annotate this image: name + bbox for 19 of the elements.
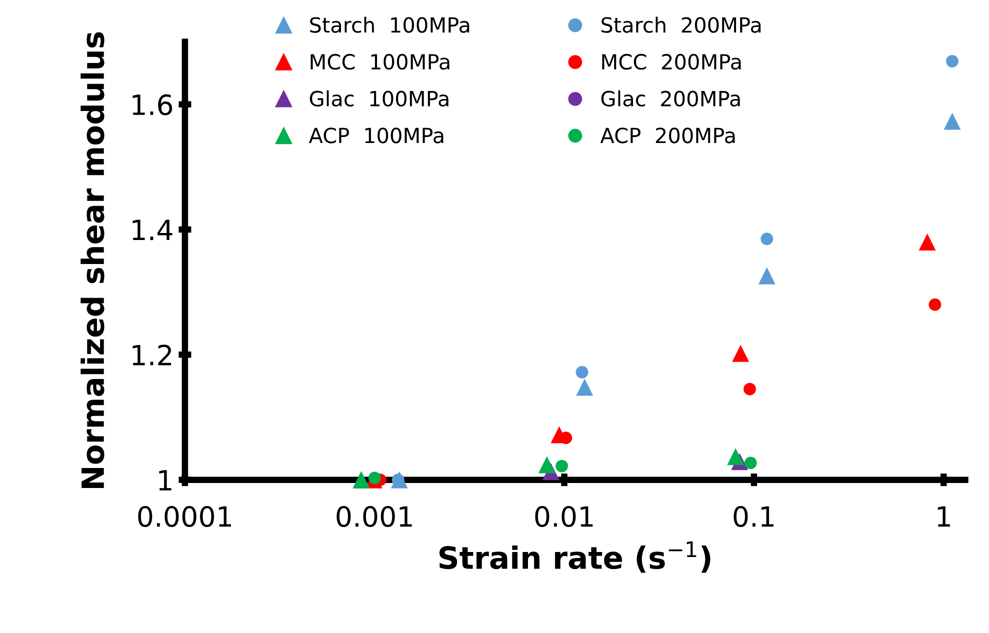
x-tick-label: 0.1 [734, 506, 774, 528]
y-axis-title: Normalized shear modulus [80, 32, 104, 488]
x-tick-label: 1 [938, 506, 950, 527]
legend-label: Glac 100MPa [310, 90, 448, 107]
legend-label: ACP 100MPa [308, 128, 444, 144]
y-tick-label: 1 [159, 470, 172, 490]
y-tick-label: 1.4 [132, 220, 172, 240]
y-tick-label: 1.6 [132, 94, 172, 116]
legend-label: Glac 200MPa [601, 90, 740, 107]
x-axis-title: Strain rate (s$^{−1}$) [439, 541, 710, 573]
legend-label: MCC 100MPa [310, 54, 450, 70]
x-tick-label: 0.001 [336, 506, 412, 528]
y-tick-label: 1.2 [132, 344, 172, 366]
x-tick-label: 0.0001 [138, 506, 231, 528]
legend-label: MCC 200MPa [602, 54, 741, 70]
legend-label: Starch 200MPa [602, 16, 761, 33]
legend-label: ACP 200MPa [600, 128, 735, 144]
legend-label: Starch 100MPa [310, 16, 470, 33]
x-tick-label: 0.01 [535, 506, 593, 528]
